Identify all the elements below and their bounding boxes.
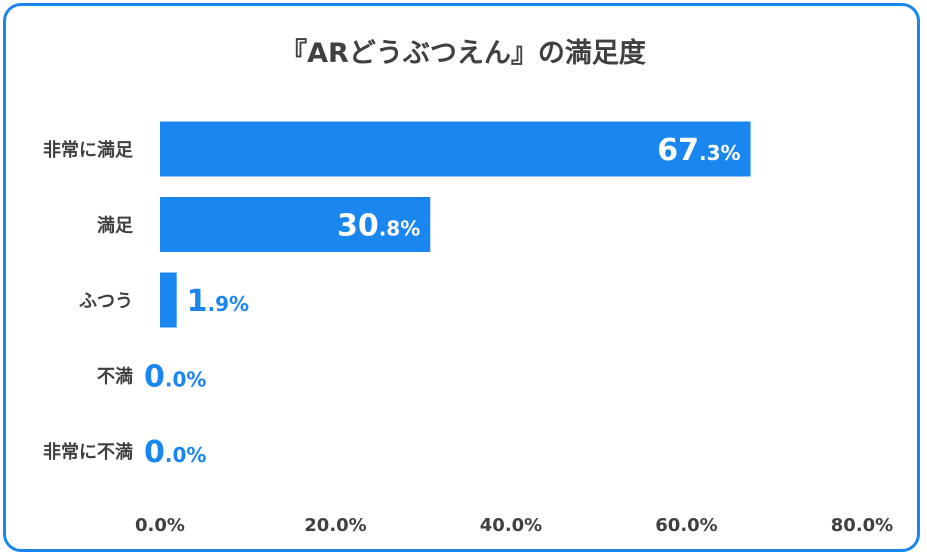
chart-frame — [3, 3, 920, 552]
category-label-1: 満足 — [97, 215, 133, 237]
value-label-4: 0.0% — [144, 435, 206, 470]
x-tick-label-1: 20.0% — [304, 515, 366, 536]
value-label-0: 67.3% — [657, 133, 740, 168]
x-tick-label-2: 40.0% — [480, 515, 542, 536]
bar-2 — [160, 272, 177, 328]
x-axis-ticks-group: 0.0% 20.0% 40.0% 60.0% 80.0% — [135, 515, 893, 536]
value-labels-group: 67.3% 30.8% 1.9% 0.0% 0.0% — [144, 133, 741, 470]
value-label-1: 30.8% — [337, 209, 420, 244]
x-tick-label-4: 80.0% — [831, 515, 893, 536]
bars-group — [160, 121, 751, 328]
value-label-3: 0.0% — [144, 360, 206, 395]
value-label-2: 1.9% — [187, 284, 249, 319]
category-label-2: ふつう — [79, 291, 133, 312]
chart-title: 『ARどうぶつえん』の満足度 — [280, 37, 646, 69]
bar-0 — [160, 121, 751, 177]
category-label-3: 不満 — [97, 366, 133, 388]
x-tick-label-3: 60.0% — [655, 515, 717, 536]
category-label-0: 非常に満足 — [43, 139, 133, 161]
x-tick-label-0: 0.0% — [135, 515, 185, 536]
category-label-4: 非常に不満 — [43, 441, 133, 463]
bar-1 — [160, 197, 431, 252]
